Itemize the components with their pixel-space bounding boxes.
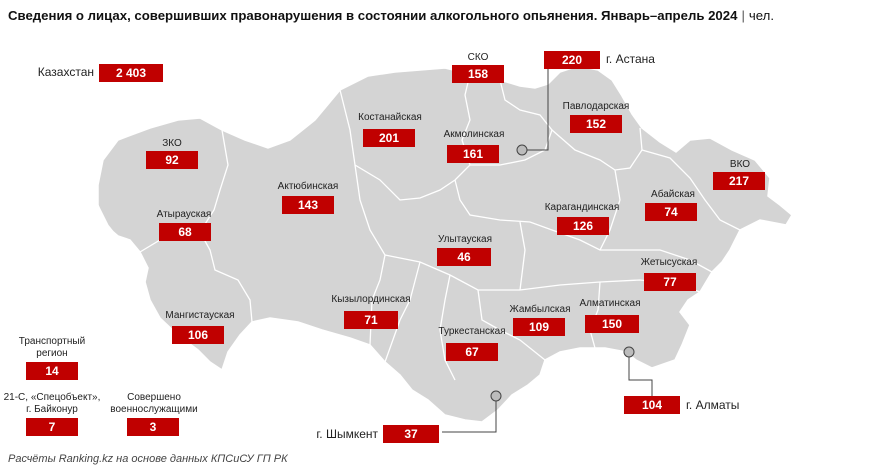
pavlodar-value: 152 [570,115,622,133]
atyrau-value: 68 [159,223,211,241]
akmola-value: 161 [447,145,499,163]
military-value: 3 [127,418,179,436]
shymkent-marker [490,390,502,402]
sko-label: СКО [467,52,489,63]
astana-label: г. Астана [606,52,655,66]
zko-value: 92 [146,151,198,169]
page-title: Сведения о лицах, совершивших правонаруш… [8,8,774,23]
almaty-region-value: 150 [585,315,639,333]
kazakhstan-label: Казахстан [37,65,94,79]
aktobe-value: 143 [282,196,334,214]
astana-marker [516,144,528,156]
abai-label: Абайская [651,189,695,200]
pavlodar-label: Павлодарская [562,101,630,112]
transport-label-line2: регион [36,348,68,359]
baikonur-value: 7 [26,418,78,436]
atyrau-label: Атырауская [156,209,212,220]
turkestan-label: Туркестанская [438,326,506,337]
vko-label: ВКО [729,159,751,170]
zko-label: ЗКО [162,138,182,149]
military-label-line2: военнослужащими [110,404,198,415]
kostanay-value: 201 [363,129,415,147]
karaganda-value: 126 [557,217,609,235]
ulytau-value: 46 [437,248,491,266]
connector-lines [442,64,653,433]
region-borders [139,73,741,381]
almaty-marker [623,346,635,358]
zhetisu-value: 77 [644,273,696,291]
zhetisu-label: Жетысуская [640,257,698,268]
ulytau-label: Улытауская [437,234,493,245]
shymkent-label: г. Шымкент [316,427,378,441]
almaty-city-label: г. Алматы [686,398,740,412]
title-unit: чел. [748,8,775,23]
mangistau-label: Мангистауская [165,310,235,321]
zhambyl-label: Жамбылская [509,304,571,315]
vko-value: 217 [713,172,765,190]
karaganda-label: Карагандинская [544,202,620,213]
transport-label-line1: Транспортный [18,336,86,347]
baikonur-label-line2: г. Байконур [26,404,78,415]
zhambyl-value: 109 [513,318,565,336]
caspian-sea [95,203,147,303]
aktobe-label: Актюбинская [277,181,339,192]
title-main: Сведения о лицах, совершивших правонаруш… [8,8,738,23]
abai-value: 74 [645,203,697,221]
military-label-line1: Совершено [127,392,181,403]
title-separator: | [741,8,745,23]
mangistau-value: 106 [172,326,224,344]
sko-value: 158 [452,65,504,83]
shymkent-value: 37 [383,425,439,443]
transport-value: 14 [26,362,78,380]
baikonur-label-line1: 21-С, «Спецобъект», [3,392,101,403]
kostanay-label: Костанайская [358,112,422,123]
almaty-city-value: 104 [624,396,680,414]
akmola-label: Акмолинская [443,129,505,140]
astana-value: 220 [544,51,600,69]
kazakhstan-value: 2 403 [99,64,163,82]
kyzylorda-label: Кызылординская [331,294,411,305]
source-footer: Расчёты Ranking.kz на основе данных КПСи… [8,453,288,465]
almaty-region-label: Алматинская [579,298,641,309]
turkestan-value: 67 [446,343,498,361]
kyzylorda-value: 71 [344,311,398,329]
